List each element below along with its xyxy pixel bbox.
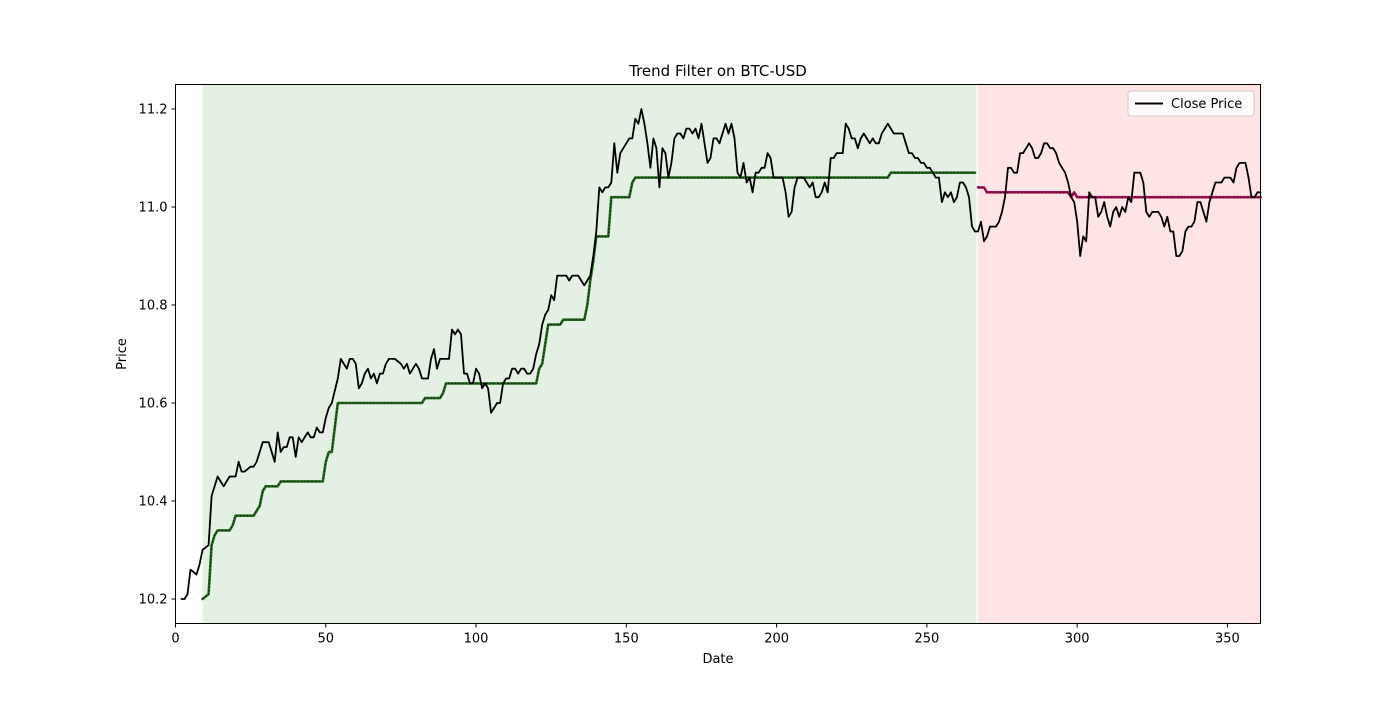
y-tick-label: 10.2	[139, 593, 168, 608]
legend-box	[1127, 90, 1255, 117]
y-tick-label: 11.0	[139, 201, 168, 216]
y-tick-label: 10.6	[139, 397, 168, 412]
x-tick-label: 350	[1215, 632, 1240, 647]
x-tick-label: 100	[464, 632, 489, 647]
x-axis-label: Date	[702, 652, 733, 667]
uptrend-trend-markers	[202, 172, 975, 600]
uptrend-region	[202, 84, 977, 624]
regime-regions	[202, 84, 1261, 624]
x-tick-label: 50	[318, 632, 335, 647]
x-tick-label: 250	[914, 632, 939, 647]
downtrend-region	[977, 84, 1261, 624]
legend-label-close-price: Close Price	[1171, 97, 1242, 112]
y-axis-label: Price	[115, 338, 130, 370]
plot-frame	[175, 84, 1261, 624]
y-tick-label: 10.8	[139, 299, 168, 314]
y-tick-label: 11.2	[139, 103, 168, 118]
x-axis-ticks: 0 50 100 150 200 250 300 350	[171, 623, 1240, 647]
x-tick-label: 300	[1065, 632, 1090, 647]
downtrend-trend-markers	[978, 186, 1261, 199]
close-price-line	[180, 108, 1262, 600]
x-tick-label: 0	[171, 632, 179, 647]
y-tick-label: 10.4	[139, 495, 168, 510]
series-lines	[180, 108, 1262, 601]
y-axis-ticks: 10.2 10.4 10.6 10.8 11.0 11.2	[139, 103, 176, 608]
legend: Close Price	[1127, 90, 1255, 117]
chart-title: Trend Filter on BTC-USD	[628, 62, 807, 80]
x-tick-label: 200	[764, 632, 789, 647]
x-tick-label: 150	[614, 632, 639, 647]
